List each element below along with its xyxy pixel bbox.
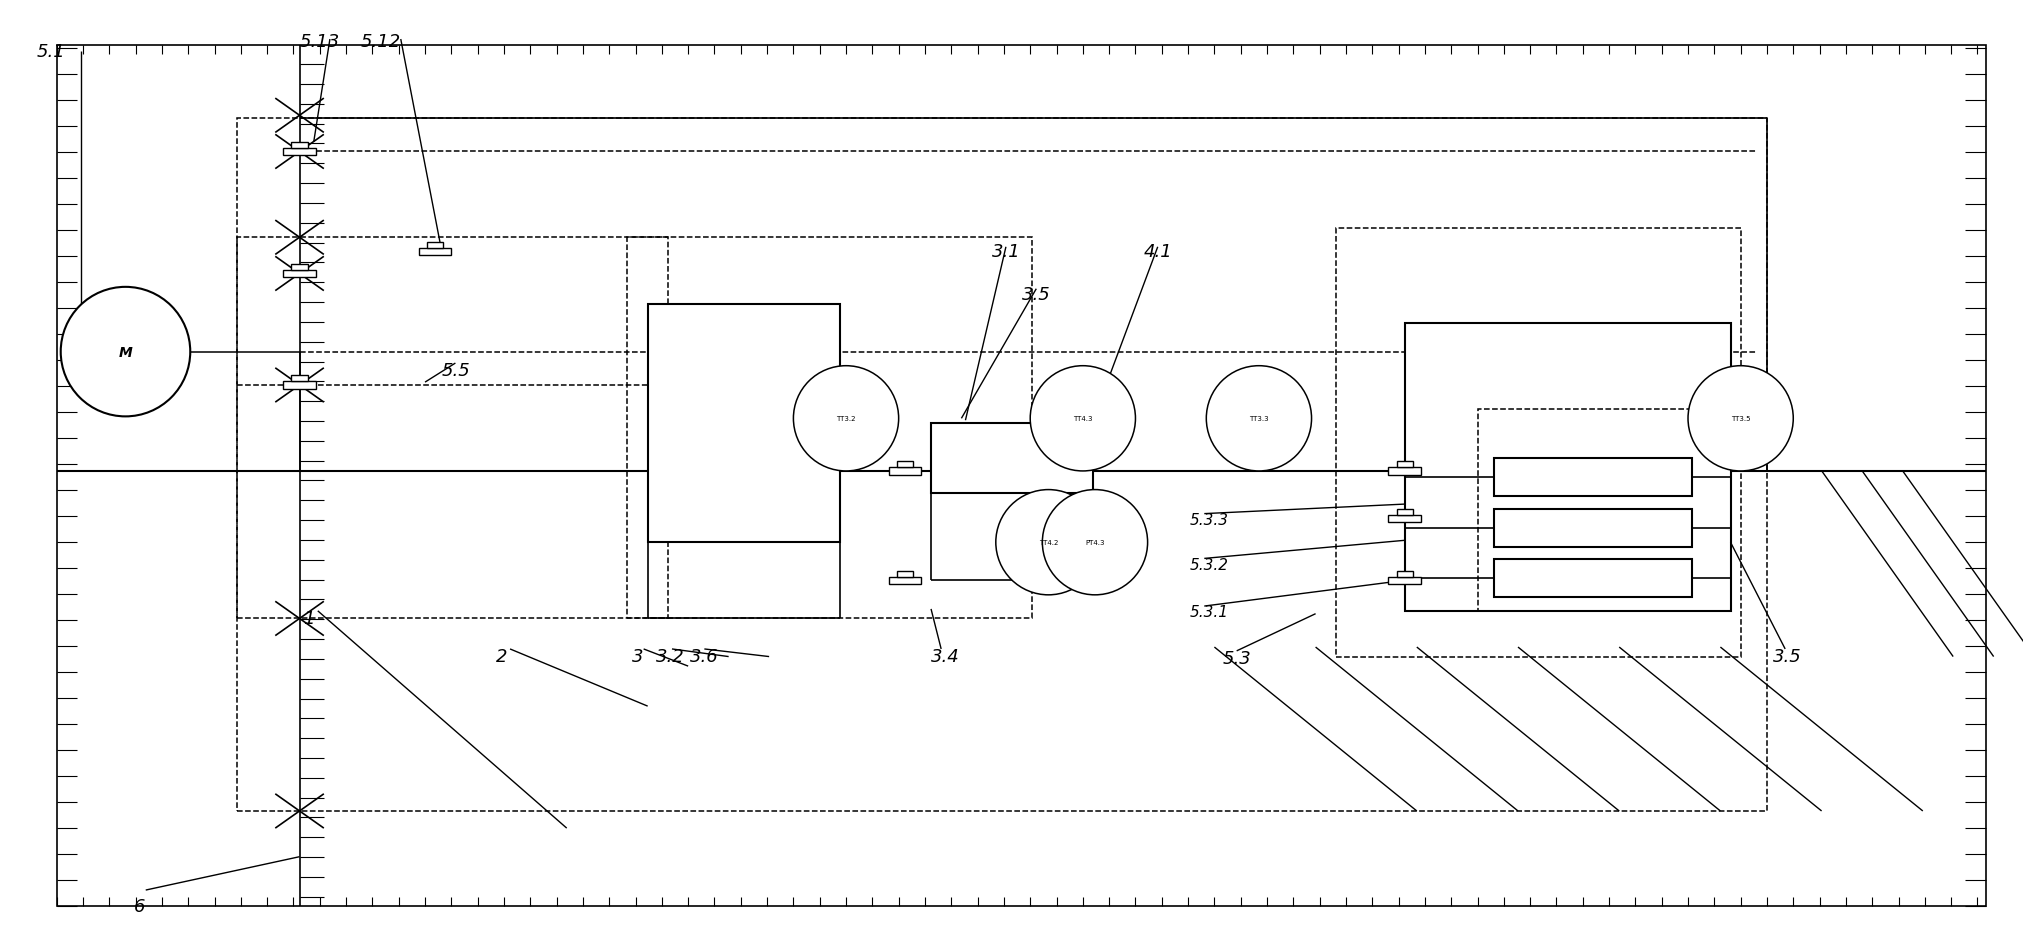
Bar [283,382,316,389]
Bar [1493,509,1691,547]
Ellipse shape [1206,367,1311,471]
Text: TT3.2: TT3.2 [835,416,856,422]
Ellipse shape [61,288,190,417]
Bar [888,577,920,585]
Text: TT3.3: TT3.3 [1248,416,1268,422]
Bar [1493,459,1691,497]
Text: M: M [119,346,131,359]
Bar [237,238,668,619]
Text: 4.1: 4.1 [1143,243,1171,261]
Bar [647,305,840,543]
Text: 3.6: 3.6 [690,647,718,665]
Bar [1335,228,1740,657]
Text: 5.3.3: 5.3.3 [1190,512,1228,527]
Bar [1493,560,1691,598]
Text: 3.4: 3.4 [931,647,959,665]
Bar [1396,509,1412,515]
Text: 3.5: 3.5 [1022,286,1050,304]
Bar [896,462,912,467]
Bar [1477,409,1730,611]
Bar [291,376,307,382]
Text: 5.3.1: 5.3.1 [1190,605,1228,620]
Text: 3.2: 3.2 [655,647,684,665]
Ellipse shape [793,367,898,471]
Text: 5.3: 5.3 [1222,649,1250,667]
Ellipse shape [1042,490,1147,595]
Text: 3.1: 3.1 [991,243,1020,261]
Bar [283,270,316,278]
Text: 5.5: 5.5 [441,362,469,380]
Bar [888,467,920,475]
Text: 5.3.2: 5.3.2 [1190,557,1228,572]
Bar [283,149,316,156]
Text: 3.5: 3.5 [1772,647,1800,665]
Ellipse shape [1030,367,1135,471]
Text: TT3.5: TT3.5 [1730,416,1750,422]
Text: 3: 3 [631,647,643,665]
Bar [627,238,1032,619]
Text: 6: 6 [134,897,146,915]
Text: TT4.2: TT4.2 [1038,540,1058,545]
Bar [1404,324,1730,611]
Ellipse shape [995,490,1101,595]
Bar [291,143,307,149]
Bar [1388,467,1420,475]
Bar [1388,577,1420,585]
Bar [896,571,912,577]
Text: TT4.3: TT4.3 [1072,416,1092,422]
Text: 5.12: 5.12 [360,33,401,51]
Bar [1396,462,1412,467]
Bar [931,424,1092,493]
Bar [419,248,451,256]
Text: 1: 1 [303,609,316,627]
Text: 5.1: 5.1 [36,43,65,61]
Bar [237,119,1766,811]
Bar [291,265,307,270]
Ellipse shape [1687,367,1792,471]
Bar [1396,571,1412,577]
Bar [427,243,443,248]
Text: 2: 2 [496,647,508,665]
Text: 5.13: 5.13 [299,33,340,51]
Text: PT4.3: PT4.3 [1084,540,1105,545]
Bar [1388,515,1420,523]
